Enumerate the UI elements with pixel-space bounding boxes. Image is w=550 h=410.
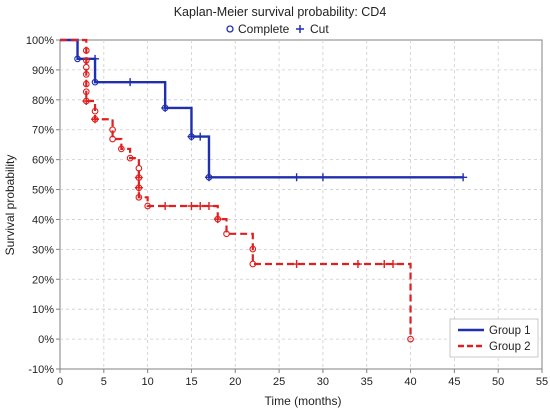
series-group2-complete-marker (82, 63, 90, 71)
series-group2-complete-marker (82, 80, 90, 88)
y-tick-label: 20% (32, 274, 54, 286)
y-tick-label: 90% (32, 65, 54, 77)
series-group1-complete-marker (74, 55, 81, 63)
series-group2-cut-marker (204, 201, 213, 210)
series-group1-cut-marker (187, 132, 196, 141)
y-tick-label: 80% (32, 95, 54, 107)
series-group2-cut-marker (196, 201, 205, 210)
series-legend-group1-label: Group 1 (489, 325, 531, 337)
series-group2-cut-marker (292, 260, 301, 269)
series-legend-group2-label: Group 2 (489, 341, 531, 353)
series-group1-cut-marker (204, 173, 213, 182)
marker-legend-complete-label: Complete (238, 22, 290, 36)
series-group1-cut-marker (161, 103, 170, 112)
series-group2-cut-marker (134, 173, 143, 182)
series-group2-cut-marker (82, 97, 91, 106)
x-tick-label: 5 (101, 376, 107, 388)
series-group1-cut-marker (459, 173, 468, 182)
chart-title: Kaplan-Meier survival probability: CD4 (174, 5, 387, 19)
series-group2-cut-marker (187, 201, 196, 210)
marker-legend-cut-icon (296, 25, 304, 33)
series-group2-complete-marker (82, 88, 90, 96)
y-axis-label: Survival probability (3, 155, 17, 256)
y-tick-label: -10% (28, 364, 54, 376)
y-tick-label: 60% (32, 155, 54, 167)
series-group2-complete-marker (117, 145, 125, 153)
x-tick-label: 50 (492, 376, 504, 388)
series-group2-cut-marker (213, 215, 222, 224)
x-tick-label: 55 (536, 376, 548, 388)
series-group2-complete-marker (135, 193, 143, 201)
x-tick-label: 35 (361, 376, 373, 388)
y-axis: -10% 0% 10% 20% 30% 40% 50% 60% 70% 80% 90% 100% (26, 35, 60, 376)
y-tick-label: 50% (32, 185, 54, 197)
series-group1-cut-marker (318, 173, 327, 182)
series-group2-cut-marker (134, 183, 143, 192)
x-tick-label: 10 (142, 376, 154, 388)
series-group1-line (60, 38, 464, 179)
series-group2-complete-marker (144, 202, 151, 210)
y-tick-label: 40% (32, 214, 54, 226)
series-group1-cut-marker (292, 173, 301, 182)
series-group2-complete-marker (109, 126, 116, 134)
x-axis: 0 5 10 15 20 25 30 35 40 45 50 55 (57, 369, 548, 388)
series-group2-cut-marker (91, 115, 100, 124)
x-tick-label: 25 (273, 376, 285, 388)
x-axis-label: Time (months) (265, 394, 342, 408)
marker-legend-complete-icon (226, 25, 234, 33)
series-group1-cut-marker (91, 54, 100, 63)
series-group2-complete-marker (109, 135, 116, 143)
x-tick-label: 0 (57, 376, 63, 388)
y-tick-label: 10% (32, 304, 54, 316)
series-group2-cut-marker (380, 260, 389, 269)
x-tick-label: 15 (185, 376, 197, 388)
x-tick-label: 45 (448, 376, 460, 388)
x-tick-label: 20 (229, 376, 241, 388)
plot-frame (59, 39, 543, 370)
series-legend: Group 1 Group 2 (449, 318, 539, 358)
series-group2-complete-marker (82, 56, 90, 64)
series-group1-cut-marker (196, 132, 205, 141)
y-tick-label: 70% (32, 125, 54, 137)
x-tick-label: 30 (317, 376, 329, 388)
series-group2-complete-marker (91, 107, 99, 115)
series-group1-cut-marker (126, 78, 135, 87)
y-tick-label: 30% (32, 244, 54, 256)
series-group2-complete-marker (126, 154, 134, 162)
x-tick-label: 40 (404, 376, 416, 388)
series-legend-box (449, 318, 539, 358)
series-group2-complete-marker (249, 245, 257, 253)
grid (60, 40, 542, 369)
series-group2-complete-marker (82, 71, 90, 78)
series-layer (60, 38, 468, 343)
series-group1-complete-marker (91, 78, 99, 86)
y-tick-label: 100% (26, 35, 54, 47)
marker-legend: Complete Cut (226, 22, 329, 36)
series-group2-cut-marker (161, 201, 170, 210)
series-group2-complete-marker (223, 230, 230, 238)
series-group2-cut-marker (353, 260, 362, 269)
y-tick-label: 0% (38, 334, 54, 346)
series-group2-complete-marker (407, 335, 414, 343)
series-group2-complete-marker (135, 164, 143, 172)
marker-legend-cut-label: Cut (310, 22, 329, 36)
series-group2-cut-marker (389, 260, 398, 269)
series-group2-complete-marker (82, 47, 90, 54)
series-group2-complete-marker (249, 260, 257, 268)
